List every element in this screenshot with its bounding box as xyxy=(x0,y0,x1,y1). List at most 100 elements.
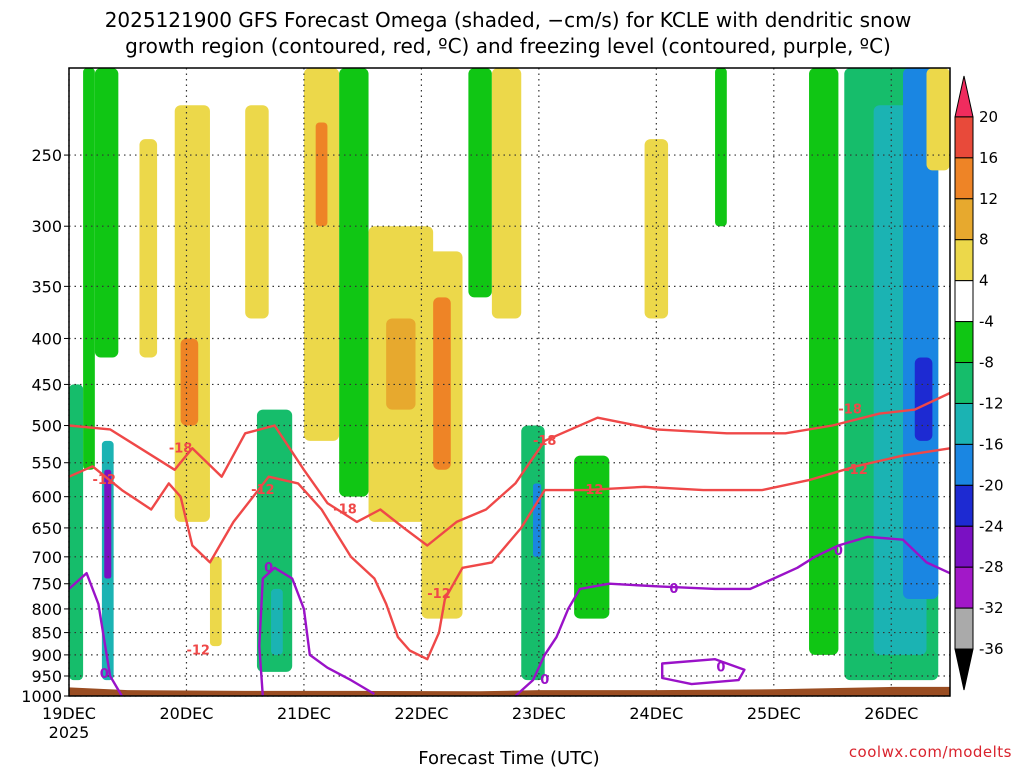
contour-label: 0 xyxy=(669,582,678,597)
x-tick-label: 22DEC xyxy=(394,704,448,723)
omega-shading-neg20 xyxy=(914,357,933,441)
colorbar-label: 4 xyxy=(979,272,989,290)
colorbar-segment xyxy=(954,280,974,323)
contour-label: -12 xyxy=(580,483,604,498)
colorbar-label: -32 xyxy=(979,599,1004,617)
colorbar-segment xyxy=(954,443,974,486)
x-tick-label: 23DEC xyxy=(512,704,566,723)
omega-shading-pos4 xyxy=(245,105,269,319)
contour-label: -18 xyxy=(533,434,557,449)
contour-label: -12 xyxy=(92,473,116,488)
colorbar-label: -20 xyxy=(979,476,1004,494)
omega-shading-neg4 xyxy=(715,68,727,227)
freezing-contour-0 xyxy=(68,572,123,697)
plot-border xyxy=(68,67,951,697)
contour-label: -18 xyxy=(838,403,862,418)
omega-shading-neg4 xyxy=(94,68,119,358)
colorbar: 20 16 12 8 4 -4 -8 -12 -16 -20 -24 -28 -32 -36 xyxy=(954,75,1004,691)
omega-shading-neg16 xyxy=(532,483,542,557)
x-tick-label: 25DEC xyxy=(747,704,801,723)
contour-label: -12 xyxy=(844,463,868,478)
omega-shading-neg4 xyxy=(574,455,610,619)
colorbar-label: -4 xyxy=(979,313,994,331)
omega-shading-pos4 xyxy=(303,68,340,441)
colorbar-label: -36 xyxy=(979,640,1004,658)
omega-shading-pos4 xyxy=(926,68,950,171)
dgz-contour--18 xyxy=(68,391,951,547)
x-tick-sublabel: 2025 xyxy=(49,723,90,742)
colorbar-label: -16 xyxy=(979,435,1004,453)
colorbar-segment xyxy=(954,402,974,445)
y-tick-label: 350 xyxy=(31,277,62,296)
omega-shading-neg4 xyxy=(83,68,95,470)
omega-shading-pos4 xyxy=(209,556,222,647)
y-tick-label: 900 xyxy=(31,646,62,665)
omega-shading-neg4 xyxy=(809,68,839,655)
contour-label: 0 xyxy=(540,673,549,688)
gridlines xyxy=(68,68,950,697)
y-tick-label: 450 xyxy=(31,375,62,394)
colorbar-label: -24 xyxy=(979,517,1004,535)
colorbar-segment xyxy=(954,116,974,159)
omega-shading-pos4 xyxy=(139,139,158,358)
omega-shading-pos4 xyxy=(491,68,522,319)
y-tick-label: 950 xyxy=(31,667,62,686)
colorbar-segment xyxy=(954,566,974,609)
y-tick-label: 500 xyxy=(31,417,62,436)
contour-label: -18 xyxy=(169,441,193,456)
colorbar-segment xyxy=(954,362,974,404)
freezing-contour-0 xyxy=(514,535,951,697)
contour-lines: -18 -18 -18 -18 -12 -12 -12 -12 -12 -12 0 0 0 0 0 0 xyxy=(68,391,951,697)
x-tick-label: 20DEC xyxy=(159,704,213,723)
colorbar-segment xyxy=(954,198,974,241)
chart-title-line-1: 2025121900 GFS Forecast Omega (shaded, −… xyxy=(105,8,912,32)
omega-shading-neg24 xyxy=(104,469,112,579)
colorbar-segment xyxy=(954,525,974,568)
y-tick-label: 750 xyxy=(31,575,62,594)
freezing-contour-0 xyxy=(258,566,376,697)
colorbar-segment xyxy=(954,239,974,282)
x-tick-label: 24DEC xyxy=(629,704,683,723)
dgz-contour--12 xyxy=(68,447,951,661)
contour-label: -12 xyxy=(427,587,451,602)
contour-label: 0 xyxy=(264,561,273,576)
omega-shading-pos12 xyxy=(180,338,199,426)
omega-shading-neg12 xyxy=(271,588,283,655)
x-tick-label: 26DEC xyxy=(864,704,918,723)
colorbar-label: 16 xyxy=(979,149,998,167)
y-tick-label: 850 xyxy=(31,624,62,643)
x-tick-label: 21DEC xyxy=(277,704,331,723)
contour-label: 0 xyxy=(834,544,843,559)
omega-shading-pos12 xyxy=(315,122,328,227)
colorbar-label: 12 xyxy=(979,190,998,208)
omega-shading-pos8 xyxy=(386,318,416,410)
credit-link[interactable]: coolwx.com/modelts xyxy=(849,743,1012,761)
y-tick-label: 700 xyxy=(31,548,62,567)
y-tick-label: 300 xyxy=(31,217,62,236)
contour-label: 0 xyxy=(100,667,109,682)
omega-shading-neg16 xyxy=(903,68,939,600)
contour-label: -18 xyxy=(333,502,357,517)
omega-shading-neg4 xyxy=(468,68,492,298)
contour-label: -12 xyxy=(251,483,275,498)
colorbar-label: 20 xyxy=(979,108,998,126)
omega-shading-neg4 xyxy=(339,68,369,497)
colorbar-segment xyxy=(954,607,974,650)
omega-shading-pos12 xyxy=(433,297,451,470)
y-tick-label: 600 xyxy=(31,488,62,507)
colorbar-bottom-triangle xyxy=(954,648,974,691)
omega-shading-neg8 xyxy=(69,384,84,681)
contour-label: -12 xyxy=(186,644,210,659)
colorbar-segment xyxy=(954,484,974,527)
colorbar-top-triangle xyxy=(954,75,974,118)
y-tick-label: 800 xyxy=(31,600,62,619)
y-tick-label: 250 xyxy=(31,146,62,165)
colorbar-label: -8 xyxy=(979,354,994,372)
chart-title-line-2: growth region (contoured, red, ºC) and f… xyxy=(125,34,891,58)
y-tick-label: 400 xyxy=(31,329,62,348)
x-axis-title: Forecast Time (UTC) xyxy=(418,748,599,768)
y-tick-label: 650 xyxy=(31,519,62,538)
colorbar-label: -12 xyxy=(979,394,1004,412)
